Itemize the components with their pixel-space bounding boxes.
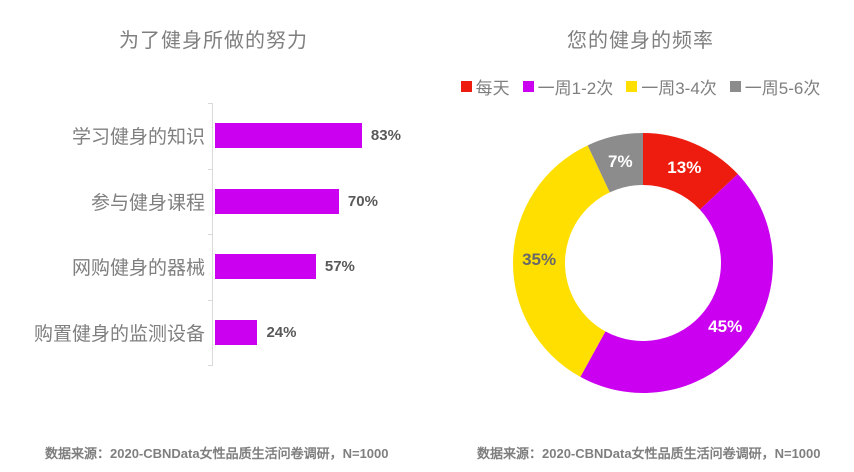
donut-legend: 每天 一周1-2次 一周3-4次 一周5-6次 — [427, 74, 854, 99]
legend-label: 一周5-6次 — [744, 79, 821, 98]
donut-chart: 13% 45% 35% 7% — [512, 133, 774, 394]
bar-category-label: 网购健身的器械 — [71, 258, 205, 280]
axis-tick — [208, 103, 213, 104]
donut-slice — [512, 145, 610, 377]
donut-slice — [643, 133, 738, 210]
bar — [215, 254, 316, 280]
legend-item: 一周1-2次 — [522, 74, 614, 99]
bar-track: 57% — [215, 254, 427, 280]
bar-category-label: 学习健身的知识 — [71, 127, 205, 149]
bar-category-label: 购置健身的监测设备 — [33, 323, 205, 345]
bar-value-label: 24% — [266, 323, 297, 341]
donut-chart-title: 您的健身的频率 — [567, 30, 714, 52]
bar-value-label: 83% — [370, 127, 401, 145]
slice-value-label: 35% — [522, 250, 556, 269]
slice-value-label: 13% — [667, 158, 701, 177]
bar — [215, 123, 362, 149]
bar-row: 购置健身的监测设备 24% — [0, 300, 427, 366]
bar-value-label: 70% — [347, 192, 378, 210]
donut-chart-panel: 您的健身的频率 每天 一周1-2次 一周3-4次 一周5-6次 13% 45% 35% 7%… — [427, 0, 854, 472]
slice-value-label: 7% — [608, 152, 633, 171]
legend-label: 一周1-2次 — [537, 79, 614, 98]
legend-item: 每天 — [460, 74, 510, 99]
bar-category-label: 参与健身课程 — [90, 192, 205, 214]
bar — [215, 319, 258, 345]
bar-row: 参与健身课程 70% — [0, 169, 427, 235]
bar-track: 24% — [215, 319, 427, 345]
legend-swatch-icon — [460, 81, 472, 92]
legend-swatch-icon — [626, 81, 638, 92]
legend-label: 每天 — [475, 79, 510, 98]
donut-chart-source-note: 数据来源：2020-CBNData女性品质生活问卷调研，N=1000 — [477, 446, 821, 461]
slice-value-label: 45% — [708, 317, 742, 336]
donut-slice — [587, 133, 643, 193]
axis-tick — [208, 234, 213, 235]
bar-chart-plot-area: 学习健身的知识 83% 参与健身课程 70% 网购健身的器械 57% 购置健身的监测设备 24… — [0, 103, 427, 365]
bar-track: 70% — [215, 188, 427, 214]
legend-swatch-icon — [729, 81, 741, 92]
bar-chart-title: 为了健身所做的努力 — [119, 30, 308, 52]
bar-chart-source-note: 数据来源：2020-CBNData女性品质生活问卷调研，N=1000 — [45, 446, 389, 461]
bar-row: 学习健身的知识 83% — [0, 103, 427, 169]
bar — [215, 188, 339, 214]
bar-row: 网购健身的器械 57% — [0, 234, 427, 300]
bar-value-label: 57% — [324, 258, 355, 276]
legend-item: 一周5-6次 — [729, 74, 821, 99]
legend-item: 一周3-4次 — [626, 74, 717, 99]
bar-track: 83% — [215, 123, 427, 149]
legend-label: 一周3-4次 — [641, 79, 717, 98]
axis-tick — [208, 168, 213, 170]
bar-chart-panel: 为了健身所做的努力 学习健身的知识 83% 参与健身课程 70% 网购健身的器械 57% 购… — [0, 30, 427, 461]
donut-slice — [580, 174, 774, 394]
axis-tick — [208, 299, 213, 301]
legend-swatch-icon — [522, 81, 534, 92]
axis-tick — [208, 365, 213, 366]
